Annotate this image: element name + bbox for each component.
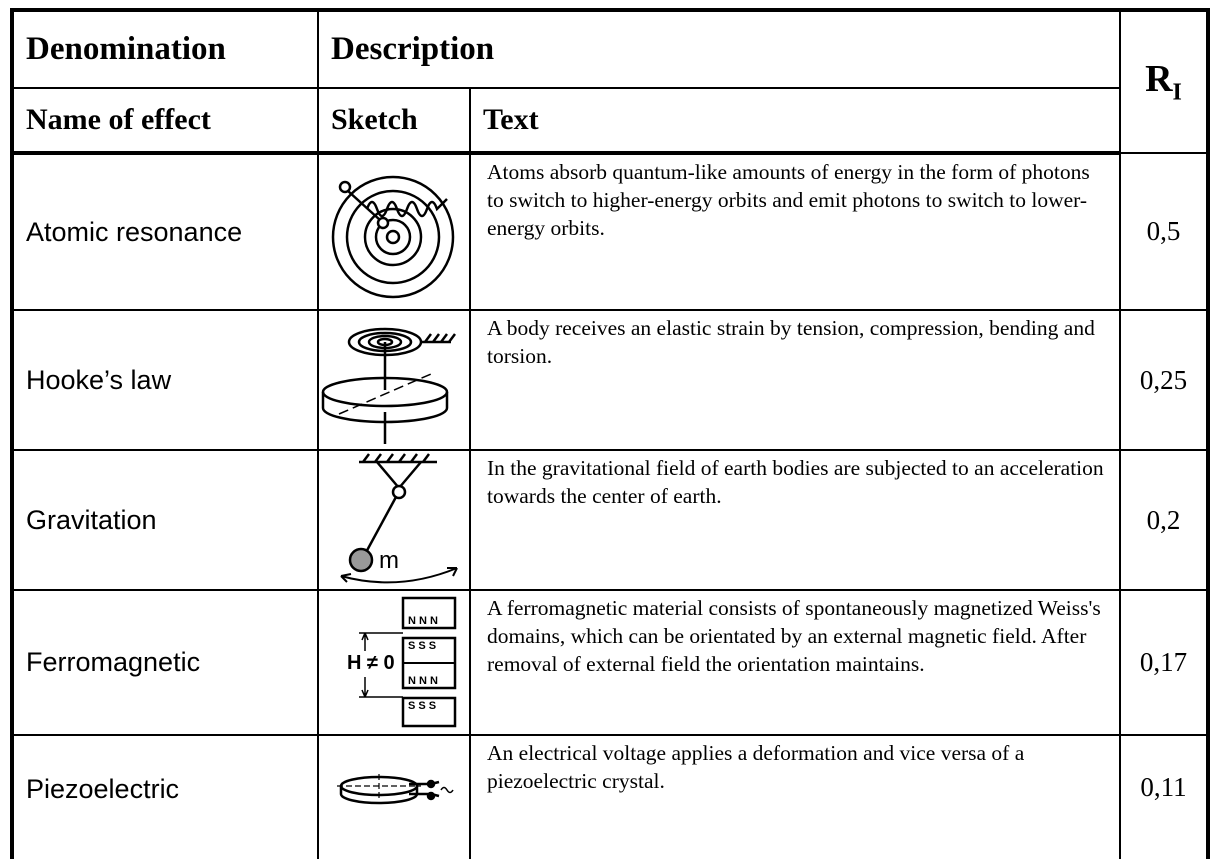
effect-text: A body receives an elastic strain by ten… [469,309,1121,451]
atom-sketch [331,175,455,299]
domain-south: S S S [408,640,436,652]
pendulum-sketch: m [340,453,458,584]
effect-name: Gravitation [10,449,319,591]
row: Gravitation m In the gravitational field… [10,449,1210,591]
header-description: Description [331,31,495,67]
header-r-subscript: I [1172,79,1182,106]
r-value: 0,17 [1119,589,1210,736]
header-row: Denomination Description RI [10,8,1210,154]
r-value: 0,5 [1119,152,1210,311]
header-text: Text [483,103,539,136]
mass-label: m [379,547,399,574]
header-cell: Denomination [10,8,319,89]
spring-sketch [321,327,456,444]
header-row: Name of effect Sketch Text [10,87,1208,155]
row: Hooke’s law A body receives an elastic s… [10,309,1210,451]
header-r: R [1145,58,1173,101]
header-denomination: Denomination [26,31,226,67]
sketch [317,152,471,311]
header-cell: Text [469,87,1121,155]
sketch [317,309,471,451]
header-cell: Sketch [317,87,471,155]
sketch: m [317,449,471,591]
r-value: 0,11 [1119,734,1210,859]
effect-name: Atomic resonance [10,152,319,311]
effect-text: Atoms absorb quantum-like amounts of ene… [469,152,1121,311]
r-value: 0,25 [1119,309,1210,451]
domain-north: N N N [408,615,438,627]
piezo-sketch [337,774,454,805]
row: Piezoelectric An electrical voltage appl… [10,734,1210,859]
sketch [317,734,471,859]
effect-text: An electrical voltage applies a deformat… [469,734,1121,859]
field-label: H ≠ 0 [347,652,395,674]
row: Atomic resonance Atoms absorb quantum-li… [10,152,1210,311]
effect-name: Piezoelectric [10,734,319,859]
effect-text: A ferromagnetic material consists of spo… [469,589,1121,736]
domain-north: N N N [408,675,438,687]
header-name-of-effect: Name of effect [26,103,211,136]
domain-south: S S S [408,700,436,712]
header-sketch: Sketch [331,103,418,136]
effects-table: Denomination Description RI Name of effe… [10,8,1210,859]
header-cell: Description [317,8,1121,89]
header-cell: RI [1119,8,1210,154]
domains-sketch: N N N S S S N N N S S S H ≠ 0 [347,596,457,727]
row: Ferromagnetic N N N S S S N N N S S S H … [10,589,1210,736]
header-cell: Name of effect [10,87,319,155]
effect-text: In the gravitational field of earth bodi… [469,449,1121,591]
r-value: 0,2 [1119,449,1210,591]
effect-name: Hooke’s law [10,309,319,451]
sketch: N N N S S S N N N S S S H ≠ 0 [317,589,471,736]
effect-name: Ferromagnetic [10,589,319,736]
